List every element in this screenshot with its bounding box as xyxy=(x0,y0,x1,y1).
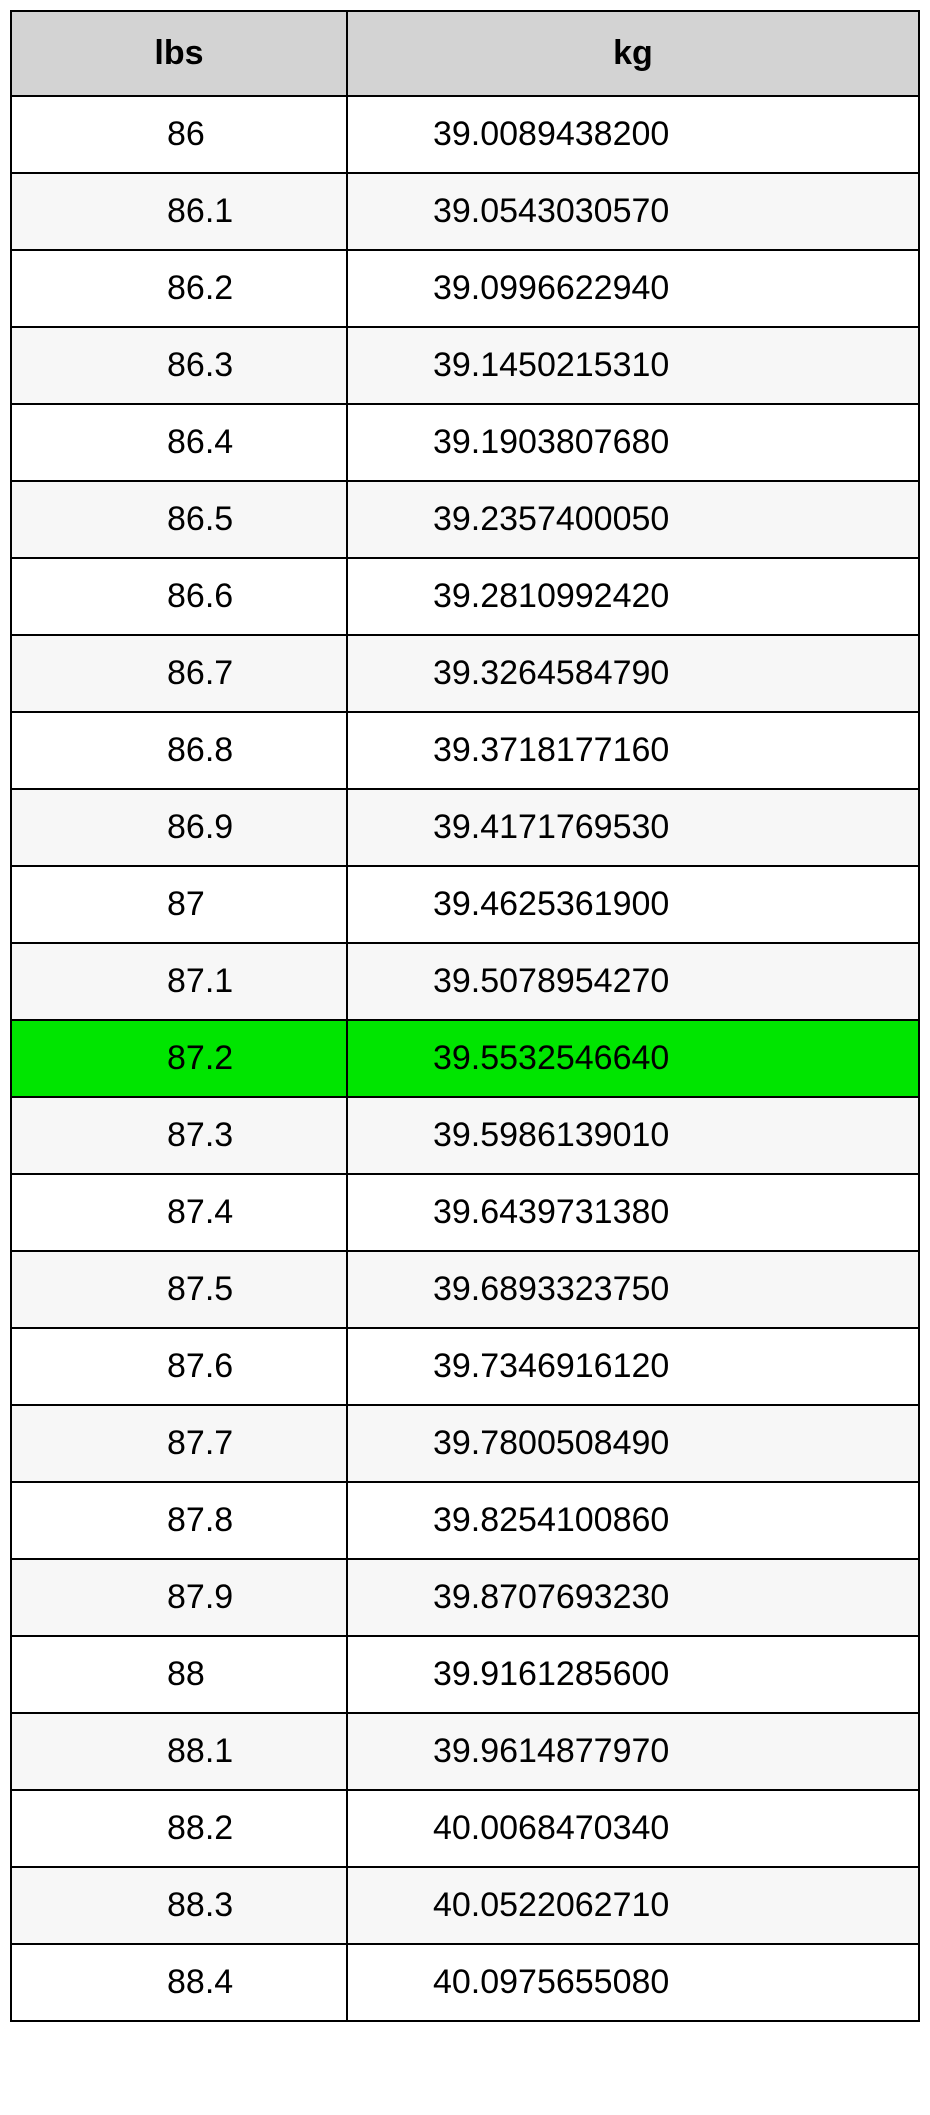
kg-cell: 39.1903807680 xyxy=(347,404,919,481)
table-row: 88.240.0068470340 xyxy=(11,1790,919,1867)
table-row: 86.839.3718177160 xyxy=(11,712,919,789)
table-row: 8639.0089438200 xyxy=(11,96,919,173)
kg-cell: 39.3718177160 xyxy=(347,712,919,789)
table-row: 8839.9161285600 xyxy=(11,1636,919,1713)
table-row: 88.440.0975655080 xyxy=(11,1944,919,2021)
lbs-cell: 88.2 xyxy=(11,1790,347,1867)
lbs-cell: 88.1 xyxy=(11,1713,347,1790)
conversion-table-container: lbs kg 8639.008943820086.139.05430305708… xyxy=(10,10,920,2022)
kg-cell: 39.6893323750 xyxy=(347,1251,919,1328)
lbs-cell: 86.8 xyxy=(11,712,347,789)
table-row: 86.539.2357400050 xyxy=(11,481,919,558)
table-row: 88.340.0522062710 xyxy=(11,1867,919,1944)
table-body: 8639.008943820086.139.054303057086.239.0… xyxy=(11,96,919,2021)
table-row: 87.239.5532546640 xyxy=(11,1020,919,1097)
kg-cell: 39.4625361900 xyxy=(347,866,919,943)
kg-cell: 39.4171769530 xyxy=(347,789,919,866)
lbs-cell: 86.6 xyxy=(11,558,347,635)
kg-cell: 39.5532546640 xyxy=(347,1020,919,1097)
kg-cell: 39.0543030570 xyxy=(347,173,919,250)
lbs-cell: 87.6 xyxy=(11,1328,347,1405)
lbs-cell: 87.3 xyxy=(11,1097,347,1174)
conversion-table: lbs kg 8639.008943820086.139.05430305708… xyxy=(10,10,920,2022)
kg-cell: 39.5986139010 xyxy=(347,1097,919,1174)
kg-cell: 39.8707693230 xyxy=(347,1559,919,1636)
table-row: 86.639.2810992420 xyxy=(11,558,919,635)
kg-cell: 39.3264584790 xyxy=(347,635,919,712)
lbs-cell: 88 xyxy=(11,1636,347,1713)
table-row: 86.939.4171769530 xyxy=(11,789,919,866)
kg-cell: 40.0522062710 xyxy=(347,1867,919,1944)
table-row: 87.439.6439731380 xyxy=(11,1174,919,1251)
lbs-cell: 87.9 xyxy=(11,1559,347,1636)
lbs-cell: 86.1 xyxy=(11,173,347,250)
table-row: 87.739.7800508490 xyxy=(11,1405,919,1482)
table-row: 87.839.8254100860 xyxy=(11,1482,919,1559)
table-row: 86.339.1450215310 xyxy=(11,327,919,404)
table-row: 87.339.5986139010 xyxy=(11,1097,919,1174)
header-kg: kg xyxy=(347,11,919,96)
lbs-cell: 86 xyxy=(11,96,347,173)
table-row: 86.439.1903807680 xyxy=(11,404,919,481)
table-row: 87.639.7346916120 xyxy=(11,1328,919,1405)
kg-cell: 39.8254100860 xyxy=(347,1482,919,1559)
lbs-cell: 86.5 xyxy=(11,481,347,558)
kg-cell: 39.2810992420 xyxy=(347,558,919,635)
kg-cell: 39.9161285600 xyxy=(347,1636,919,1713)
kg-cell: 39.0996622940 xyxy=(347,250,919,327)
kg-cell: 40.0975655080 xyxy=(347,1944,919,2021)
kg-cell: 39.2357400050 xyxy=(347,481,919,558)
table-row: 87.939.8707693230 xyxy=(11,1559,919,1636)
lbs-cell: 87.2 xyxy=(11,1020,347,1097)
kg-cell: 39.5078954270 xyxy=(347,943,919,1020)
lbs-cell: 87.8 xyxy=(11,1482,347,1559)
table-row: 86.739.3264584790 xyxy=(11,635,919,712)
lbs-cell: 87.7 xyxy=(11,1405,347,1482)
lbs-cell: 86.7 xyxy=(11,635,347,712)
table-row: 86.139.0543030570 xyxy=(11,173,919,250)
table-row: 8739.4625361900 xyxy=(11,866,919,943)
lbs-cell: 88.4 xyxy=(11,1944,347,2021)
table-header-row: lbs kg xyxy=(11,11,919,96)
lbs-cell: 87 xyxy=(11,866,347,943)
table-row: 87.539.6893323750 xyxy=(11,1251,919,1328)
lbs-cell: 86.4 xyxy=(11,404,347,481)
kg-cell: 39.6439731380 xyxy=(347,1174,919,1251)
kg-cell: 39.0089438200 xyxy=(347,96,919,173)
kg-cell: 39.7800508490 xyxy=(347,1405,919,1482)
kg-cell: 39.9614877970 xyxy=(347,1713,919,1790)
lbs-cell: 87.5 xyxy=(11,1251,347,1328)
lbs-cell: 87.4 xyxy=(11,1174,347,1251)
kg-cell: 40.0068470340 xyxy=(347,1790,919,1867)
lbs-cell: 88.3 xyxy=(11,1867,347,1944)
table-row: 87.139.5078954270 xyxy=(11,943,919,1020)
lbs-cell: 86.2 xyxy=(11,250,347,327)
lbs-cell: 86.3 xyxy=(11,327,347,404)
kg-cell: 39.7346916120 xyxy=(347,1328,919,1405)
kg-cell: 39.1450215310 xyxy=(347,327,919,404)
header-lbs: lbs xyxy=(11,11,347,96)
lbs-cell: 86.9 xyxy=(11,789,347,866)
table-row: 88.139.9614877970 xyxy=(11,1713,919,1790)
table-row: 86.239.0996622940 xyxy=(11,250,919,327)
lbs-cell: 87.1 xyxy=(11,943,347,1020)
